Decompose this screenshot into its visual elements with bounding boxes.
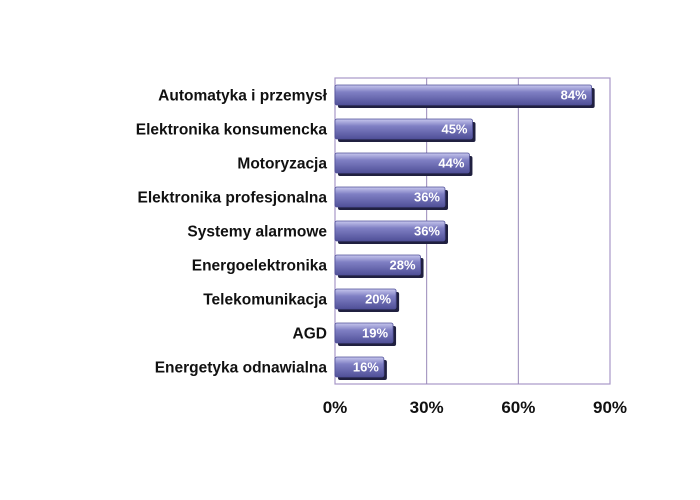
category-label: Elektronika konsumencka — [136, 122, 328, 139]
category-label: Automatyka i przemysł — [158, 88, 328, 105]
data-label: 28% — [390, 258, 416, 273]
x-tick-label: 30% — [410, 398, 444, 417]
x-tick-label: 60% — [501, 398, 535, 417]
data-labels: 84% 45% 44% 36% 36% 28% 20% 19% 16% — [353, 88, 587, 375]
bar — [334, 254, 421, 276]
category-label: AGD — [293, 326, 327, 343]
category-label: Systemy alarmowe — [187, 224, 327, 241]
category-label: Energoelektronika — [192, 258, 328, 275]
x-tick-label: 0% — [323, 398, 348, 417]
x-axis-tick-labels: 0% 30% 60% 90% — [323, 398, 627, 417]
data-label: 19% — [362, 326, 388, 341]
bar — [334, 220, 446, 242]
data-label: 44% — [438, 156, 464, 171]
bar — [334, 152, 470, 174]
bar — [334, 356, 385, 378]
category-label: Energetyka odnawialna — [155, 360, 328, 377]
data-label: 45% — [441, 122, 467, 137]
x-tick-label: 90% — [593, 398, 627, 417]
data-label: 36% — [414, 224, 440, 239]
bar — [334, 118, 473, 140]
data-label: 36% — [414, 190, 440, 205]
bar — [334, 186, 446, 208]
bar — [334, 84, 593, 106]
data-label: 84% — [561, 88, 587, 103]
data-label: 20% — [365, 292, 391, 307]
category-label: Telekomunikacja — [203, 292, 327, 309]
bars — [334, 84, 595, 380]
category-labels: Automatyka i przemysł Elektronika konsume… — [136, 88, 328, 377]
bar — [334, 288, 397, 310]
category-label: Motoryzacja — [237, 156, 327, 173]
category-label: Elektronika profesjonalna — [138, 190, 328, 207]
data-label: 16% — [353, 360, 379, 375]
bar — [334, 322, 394, 344]
